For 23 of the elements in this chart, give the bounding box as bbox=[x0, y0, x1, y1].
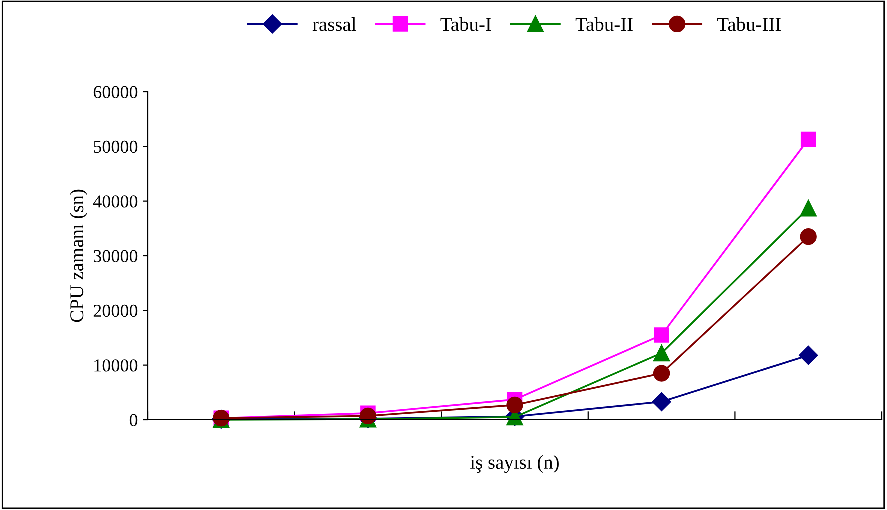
point bbox=[799, 346, 818, 366]
point bbox=[360, 408, 377, 425]
y-tick-label: 40000 bbox=[93, 196, 138, 208]
legend-label: Tabu-III bbox=[718, 18, 781, 32]
y-tick-label: 10000 bbox=[94, 360, 138, 372]
point bbox=[653, 365, 670, 382]
point bbox=[652, 392, 672, 412]
legend-label: Tabu-II bbox=[576, 18, 633, 32]
point bbox=[653, 344, 670, 362]
y-axis-title: CPU zamanı (sn) bbox=[70, 190, 88, 322]
point bbox=[800, 228, 817, 246]
y-tick-label: 50000 bbox=[94, 140, 138, 154]
point bbox=[654, 328, 670, 343]
legend-label: rassal bbox=[312, 18, 356, 32]
y-tick-label: 60000 bbox=[94, 86, 138, 98]
y-tick-label: 30000 bbox=[94, 250, 138, 262]
y-tick-label: 20000 bbox=[94, 304, 138, 318]
point bbox=[800, 200, 817, 217]
legend-label: Tabu-I bbox=[440, 18, 492, 32]
x-axis-title: iş sayısı (n) bbox=[470, 455, 559, 474]
point bbox=[506, 396, 524, 414]
y-tick-label: 0 bbox=[130, 414, 138, 426]
point bbox=[800, 132, 816, 148]
